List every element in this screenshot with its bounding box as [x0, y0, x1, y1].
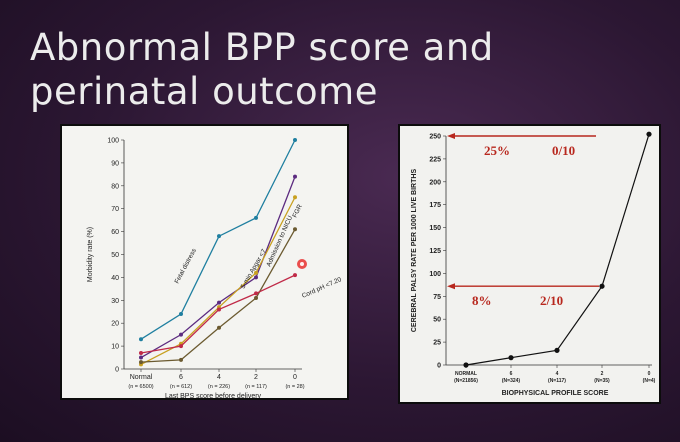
y-tick-label: 0	[437, 363, 441, 370]
data-point	[217, 325, 221, 330]
x-category-count: (N=35)	[594, 378, 610, 384]
data-point	[179, 357, 183, 362]
y-tick-label: 60	[111, 229, 119, 236]
x-tick-label: Normal	[130, 374, 153, 381]
cerebral-palsy-chart: 0 25 50 75 100 125 150 175 200 225 250 NORMAL(N=218…	[411, 131, 656, 397]
x-tick-label: 2	[254, 374, 258, 381]
y-tick-label: 175	[429, 202, 441, 209]
x-tick-label: 6	[179, 374, 183, 381]
annotation-arrow-head	[447, 133, 455, 139]
data-point	[293, 273, 297, 278]
data-point	[179, 332, 183, 337]
x-tick-label: 4	[556, 371, 559, 377]
x-category-count: (n = 28)	[285, 384, 304, 390]
y-tick-label: 125	[429, 248, 441, 255]
x-tick-label: NORMAL	[455, 371, 477, 377]
x-category-count: (N=4)	[643, 378, 656, 384]
x-category-count: (N=324)	[502, 378, 521, 384]
y-tick-label: 100	[429, 271, 441, 278]
series-line	[140, 274, 296, 354]
data-point	[554, 347, 560, 353]
data-point	[254, 270, 258, 275]
series-line	[140, 196, 296, 365]
data-point	[139, 350, 143, 355]
cerebral-palsy-chart-panel: 0 25 50 75 100 125 150 175 200 225 250 NORMAL (N=218…	[398, 124, 661, 404]
x-category-count: (N=21856)	[454, 378, 478, 384]
annotation-percent: 25%	[484, 143, 510, 158]
y-tick-label: 0	[115, 367, 119, 374]
data-point	[254, 296, 258, 301]
y-tick-label: 200	[429, 179, 441, 186]
data-point	[179, 312, 183, 317]
annotation-percent: 8%	[472, 293, 492, 308]
pointer-dot-center	[300, 262, 304, 266]
x-category-count: (n = 612)	[170, 384, 192, 390]
y-tick-label: 70	[111, 206, 119, 213]
y-tick-label: 75	[433, 294, 441, 301]
x-category-count: (N=117)	[548, 378, 566, 384]
data-point	[599, 283, 605, 289]
data-point	[139, 355, 143, 360]
x-tick-label: 0	[293, 374, 297, 381]
series-label: FGR	[292, 203, 304, 219]
data-point	[293, 195, 297, 200]
y-tick-label: 50	[433, 317, 441, 324]
x-tick-label: 6	[510, 371, 513, 377]
data-point	[217, 300, 221, 305]
y-tick-label: 40	[111, 275, 119, 282]
data-point	[254, 291, 258, 296]
series-label: Fetal distress	[174, 247, 199, 285]
annotation-ratio: 0/10	[552, 143, 575, 158]
data-point	[463, 362, 469, 368]
x-axis-title: Last BPS score before delivery	[165, 393, 262, 398]
slide-title-line-1: Abnormal BPP score and	[30, 26, 494, 69]
y-tick-label: 50	[111, 252, 119, 259]
data-point	[217, 234, 221, 239]
data-point	[254, 275, 258, 280]
x-tick-label: 0	[648, 371, 651, 377]
annotation-ratio: 2/10	[540, 293, 563, 308]
slide-title: Abnormal BPP score and perinatal outcome	[30, 26, 650, 114]
data-point	[139, 337, 143, 342]
morbidity-chart-panel: 0 10 20 30 40 50 60 70 80 90 100 Normal (n = 6500) 6(…	[60, 124, 349, 400]
y-tick-label: 90	[111, 160, 119, 167]
data-point	[179, 344, 183, 349]
x-tick-label: 2	[601, 371, 604, 377]
y-tick-label: 150	[429, 225, 441, 232]
y-tick-label: 250	[429, 134, 441, 141]
x-category-count: (n = 117)	[245, 384, 267, 390]
data-point	[646, 131, 652, 137]
x-tick-label: 4	[217, 374, 221, 381]
x-axis-title: BIOPHYSICAL PROFILE SCORE	[502, 390, 609, 397]
y-tick-label: 20	[111, 321, 119, 328]
y-axis-title: Morbidity rate (%)	[87, 227, 94, 282]
y-tick-label: 10	[111, 344, 119, 351]
data-point	[293, 174, 297, 179]
x-category-count: (n = 226)	[208, 384, 230, 390]
y-tick-label: 100	[107, 138, 119, 145]
data-point	[293, 227, 297, 232]
data-point	[508, 355, 514, 361]
x-category-count: (n = 6500)	[128, 384, 153, 390]
data-point	[254, 215, 258, 220]
slide-title-line-2: perinatal outcome	[30, 70, 378, 113]
series-label: Cord pH <7.20	[301, 276, 343, 300]
y-tick-label: 25	[433, 340, 441, 347]
y-axis-title: CEREBRAL PALSY RATE PER 1000 LIVE BIRTHS	[411, 169, 418, 333]
data-point	[293, 138, 297, 142]
y-tick-label: 225	[429, 156, 441, 163]
y-tick-label: 30	[111, 298, 119, 305]
y-tick-label: 80	[111, 183, 119, 190]
annotation-arrow-head	[447, 283, 455, 290]
series-line	[465, 133, 650, 366]
data-point	[139, 360, 143, 365]
data-point	[217, 307, 221, 312]
